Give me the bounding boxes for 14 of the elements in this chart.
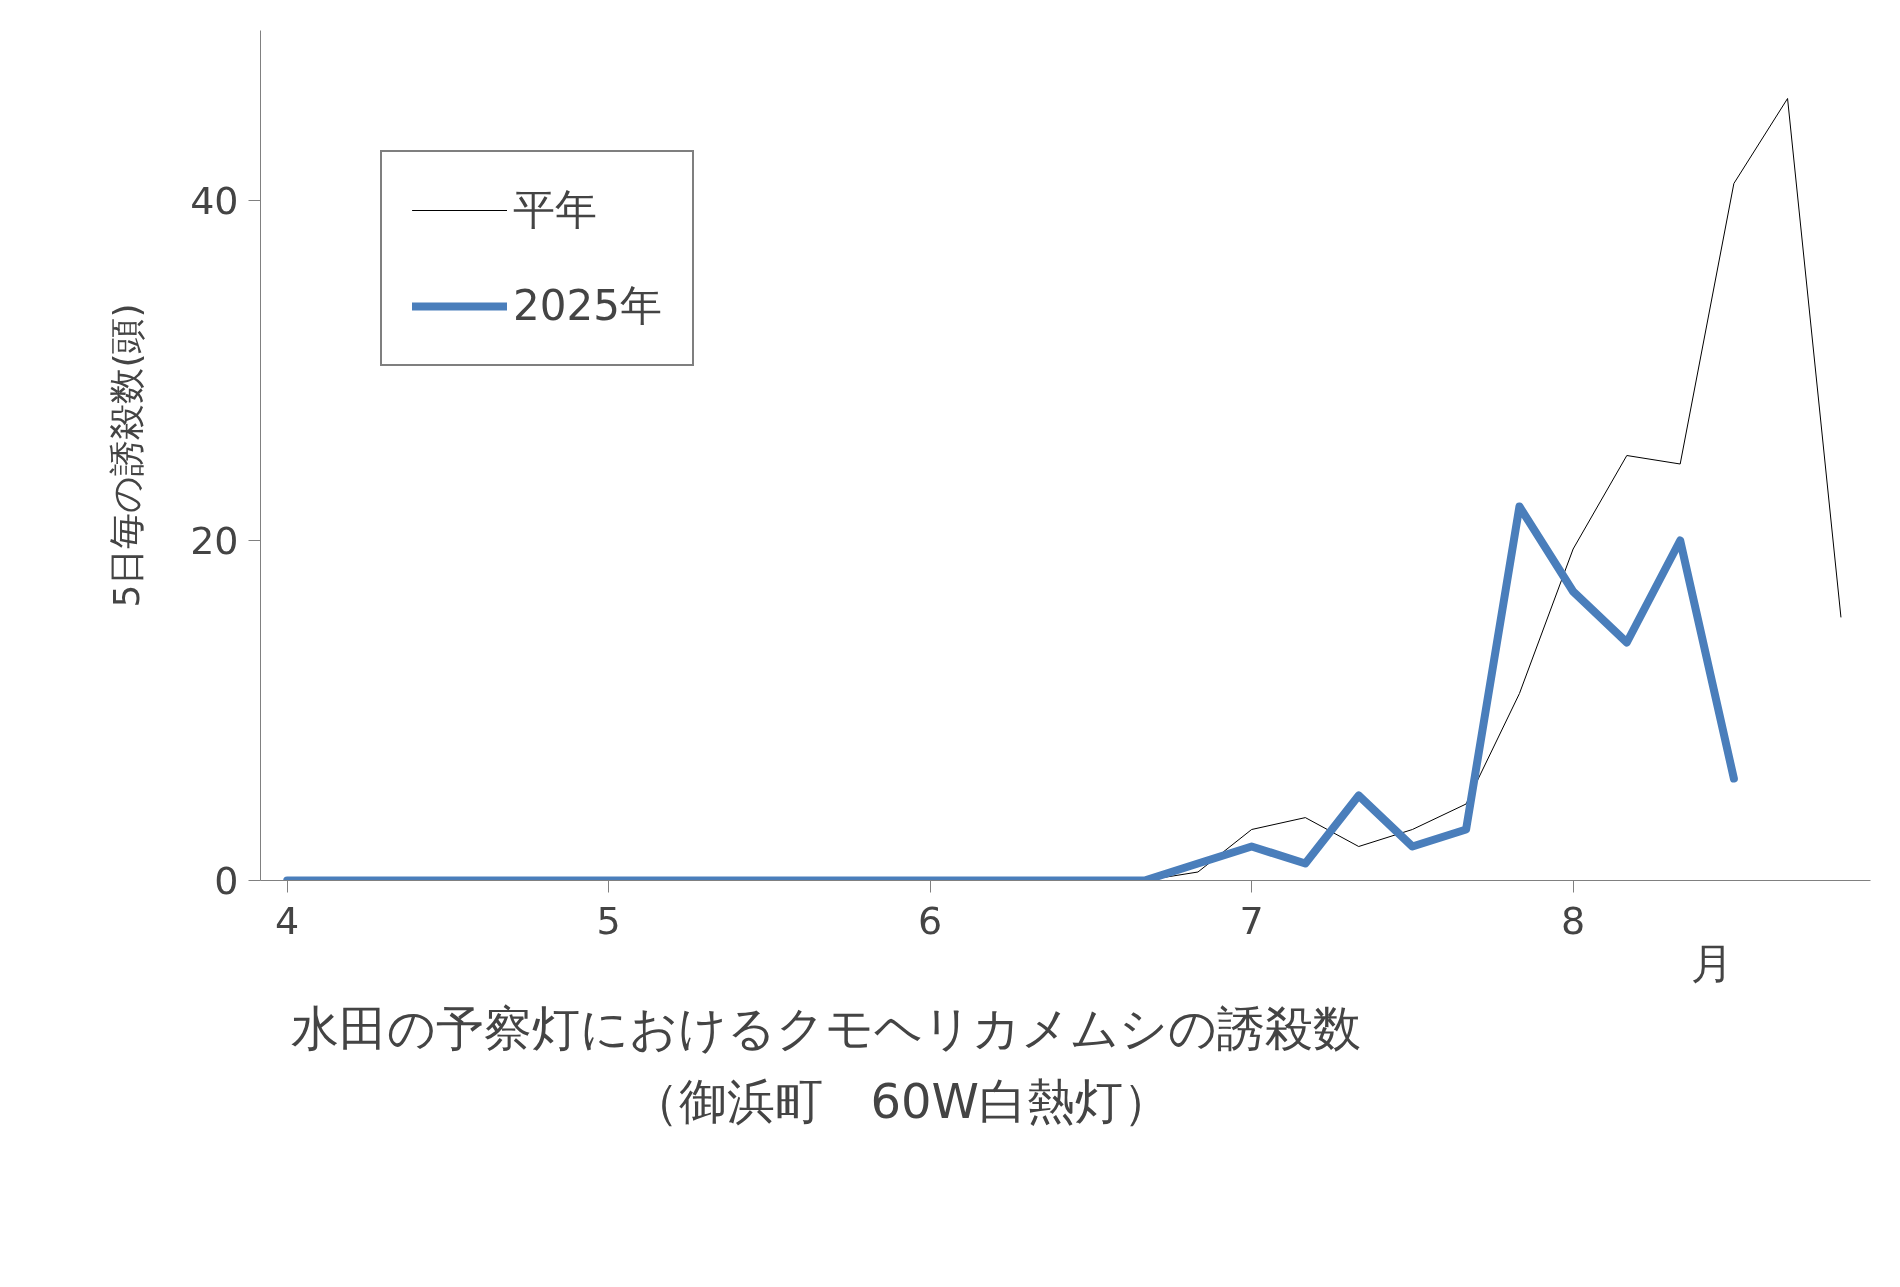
x-tick-label: 4 xyxy=(275,898,300,943)
x-axis-title: 月 xyxy=(1690,938,1733,988)
y-axis-title: 5日毎の誘殺数(頭) xyxy=(106,303,148,608)
text: （御浜町 60W白熱灯） xyxy=(630,1072,1172,1129)
legend-label: 2025年 xyxy=(513,280,662,332)
x-tick-label: 7 xyxy=(1239,898,1264,943)
legend-label: 平年 xyxy=(513,184,597,236)
x-tick-label: 6 xyxy=(918,898,943,943)
x-tick-label: 5 xyxy=(596,898,621,943)
text: 水田の予察灯におけるクモヘリカメムシの誘殺数 xyxy=(290,999,1361,1056)
y-tick-label: 20 xyxy=(190,519,239,563)
x-tick-label: 8 xyxy=(1561,898,1586,943)
y-tick-label: 40 xyxy=(190,179,239,223)
y-tick-label: 0 xyxy=(214,859,239,903)
